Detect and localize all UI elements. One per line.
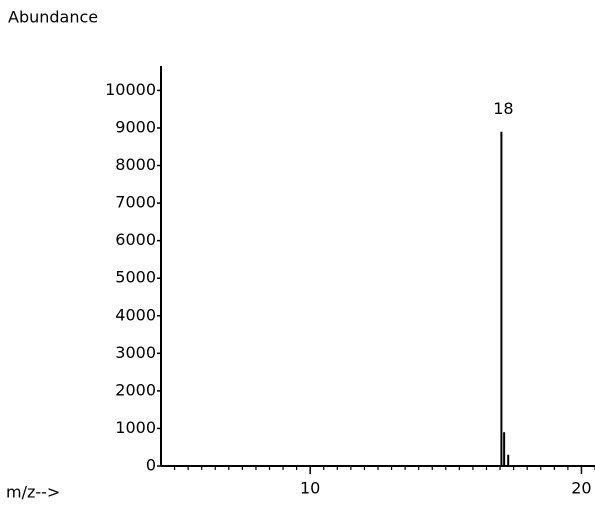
y-tick-label: 3000 [115, 343, 156, 362]
peak-label: 18 [493, 99, 513, 118]
y-tick-label: 8000 [115, 155, 156, 174]
x-axis-label: m/z--> [6, 483, 60, 502]
x-tick-label: 10 [300, 479, 320, 498]
y-tick-label: 0 [146, 456, 156, 475]
y-tick-label: 1000 [115, 418, 156, 437]
y-tick-label: 9000 [115, 117, 156, 136]
y-tick-label: 2000 [115, 380, 156, 399]
y-tick-label: 6000 [115, 230, 156, 249]
y-tick-label: 4000 [115, 305, 156, 324]
y-tick-label: 5000 [115, 268, 156, 287]
y-axis-label: Abundance [8, 8, 98, 27]
y-tick-label: 7000 [115, 193, 156, 212]
x-tick-label: 20 [571, 479, 591, 498]
y-tick-label: 10000 [105, 80, 156, 99]
